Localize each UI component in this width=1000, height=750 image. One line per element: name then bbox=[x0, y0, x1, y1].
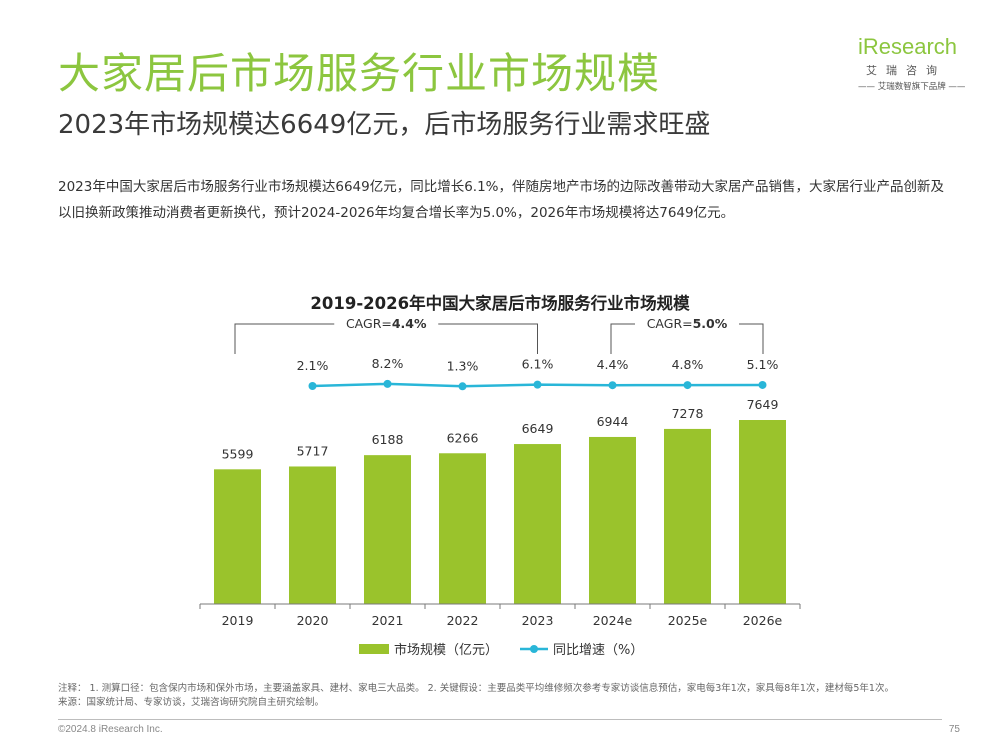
cagr-label: CAGR=4.4% bbox=[346, 316, 427, 331]
growth-rate-label: 5.1% bbox=[747, 357, 779, 372]
logo-cn-name: 艾瑞咨询 bbox=[866, 64, 946, 77]
x-tick-label: 2020 bbox=[297, 613, 329, 628]
growth-line-series: 2.1% 8.2% 1.3% 6.1% 4.4% 4.8% 5.1% bbox=[297, 356, 779, 391]
growth-point-2020 bbox=[308, 382, 317, 391]
growth-point-2026e bbox=[758, 380, 767, 389]
x-tick-label: 2025e bbox=[668, 613, 708, 628]
x-tick-label: 2019 bbox=[222, 613, 254, 628]
bar-2022 bbox=[439, 453, 486, 604]
growth-rate-label: 2.1% bbox=[297, 358, 329, 373]
bar-value-label: 6188 bbox=[372, 432, 404, 447]
footnote-source: 来源：国家统计局、专家访谈，艾瑞咨询研究院自主研究绘制。 bbox=[58, 697, 325, 708]
legend-bar-label: 市场规模（亿元） bbox=[394, 642, 498, 658]
bar-2026e bbox=[739, 420, 786, 604]
footnote: 注释： 1. 测算口径：包含保内市场和保外市场，主要涵盖家具、建材、家电三大品类… bbox=[58, 682, 948, 710]
logo-brand-name: Research bbox=[862, 34, 958, 59]
logo-wordmark: iResearch bbox=[858, 34, 968, 60]
bar-value-label: 5599 bbox=[222, 446, 254, 461]
bar-value-label: 7649 bbox=[747, 397, 779, 412]
cagr-annotations: CAGR=4.4% CAGR=5.0% bbox=[234, 316, 764, 354]
growth-rate-label: 8.2% bbox=[372, 356, 404, 371]
x-axis: 2019 2020 2021 2022 2023 2024e 2025e 2026e bbox=[199, 603, 801, 628]
bar-2024e bbox=[589, 436, 636, 604]
cagr-label-prefix: CAGR= bbox=[346, 316, 392, 331]
bar-value-label: 6649 bbox=[522, 421, 554, 436]
bar-value-label: 6944 bbox=[597, 414, 629, 429]
iresearch-logo: iResearch 艾瑞咨询 —— 艾瑞数智旗下品牌 —— bbox=[858, 34, 968, 92]
legend-bar-swatch bbox=[359, 644, 389, 654]
cagr-label-prefix: CAGR= bbox=[647, 316, 693, 331]
growth-rate-label: 4.8% bbox=[672, 357, 704, 372]
summary-paragraph: 2023年中国大家居后市场服务行业市场规模达6649亿元，同比增长6.1%，伴随… bbox=[58, 179, 945, 221]
chart-legend: 市场规模（亿元） 同比增速（%） bbox=[359, 642, 643, 658]
x-tick-label: 2021 bbox=[372, 613, 404, 628]
bar-2023 bbox=[514, 444, 561, 604]
logo-slogan: —— 艾瑞数智旗下品牌 —— bbox=[858, 82, 966, 92]
copyright: ©2024.8 iResearch Inc. bbox=[58, 724, 163, 735]
growth-point-2025e bbox=[683, 381, 692, 390]
cagr-bracket-left bbox=[234, 323, 335, 354]
page-number: 75 bbox=[948, 724, 960, 735]
x-tick-label: 2023 bbox=[522, 613, 554, 628]
cagr-value: 5.0% bbox=[693, 316, 728, 331]
growth-point-2021 bbox=[383, 379, 392, 388]
legend-line-marker bbox=[530, 645, 538, 653]
cagr-bracket-right bbox=[739, 323, 764, 354]
cagr-label: CAGR=5.0% bbox=[647, 316, 728, 331]
cagr-bracket-left bbox=[610, 323, 635, 354]
page-title: 大家居后市场服务行业市场规模 bbox=[58, 49, 661, 98]
bar-value-label: 5717 bbox=[297, 443, 329, 458]
growth-point-2023 bbox=[533, 380, 542, 389]
page-subtitle: 2023年市场规模达6649亿元，后市场服务行业需求旺盛 bbox=[58, 110, 711, 140]
footer-divider bbox=[58, 719, 942, 720]
chart-title: 2019-2026年中国大家居后市场服务行业市场规模 bbox=[310, 293, 690, 313]
cagr-value: 4.4% bbox=[392, 316, 427, 331]
bar-2020 bbox=[289, 466, 336, 604]
growth-rate-label: 6.1% bbox=[522, 357, 554, 372]
footnote-note: 注释： 1. 测算口径：包含保内市场和保外市场，主要涵盖家具、建材、家电三大品类… bbox=[58, 683, 894, 694]
growth-rate-label: 1.3% bbox=[447, 358, 479, 373]
bar-series: 5599 5717 6188 6266 6649 6944 7278 7649 bbox=[214, 397, 786, 604]
growth-point-2024e bbox=[608, 381, 617, 390]
x-tick-label: 2026e bbox=[743, 613, 783, 628]
bar-value-label: 6266 bbox=[447, 430, 479, 445]
cagr-bracket-right bbox=[438, 323, 538, 354]
bar-2021 bbox=[364, 455, 411, 604]
x-tick-label: 2022 bbox=[447, 613, 479, 628]
x-tick-label: 2024e bbox=[593, 613, 633, 628]
market-size-chart: 2019-2026年中国大家居后市场服务行业市场规模 CAGR=4.4% CAGR… bbox=[199, 293, 801, 658]
legend-line-label: 同比增速（%） bbox=[553, 643, 643, 658]
bar-2019 bbox=[214, 469, 261, 604]
logo-brand-prefix: i bbox=[858, 34, 863, 59]
growth-point-2022 bbox=[458, 382, 467, 391]
bar-2025e bbox=[664, 428, 711, 604]
bar-value-label: 7278 bbox=[672, 406, 704, 421]
growth-rate-label: 4.4% bbox=[597, 357, 629, 372]
